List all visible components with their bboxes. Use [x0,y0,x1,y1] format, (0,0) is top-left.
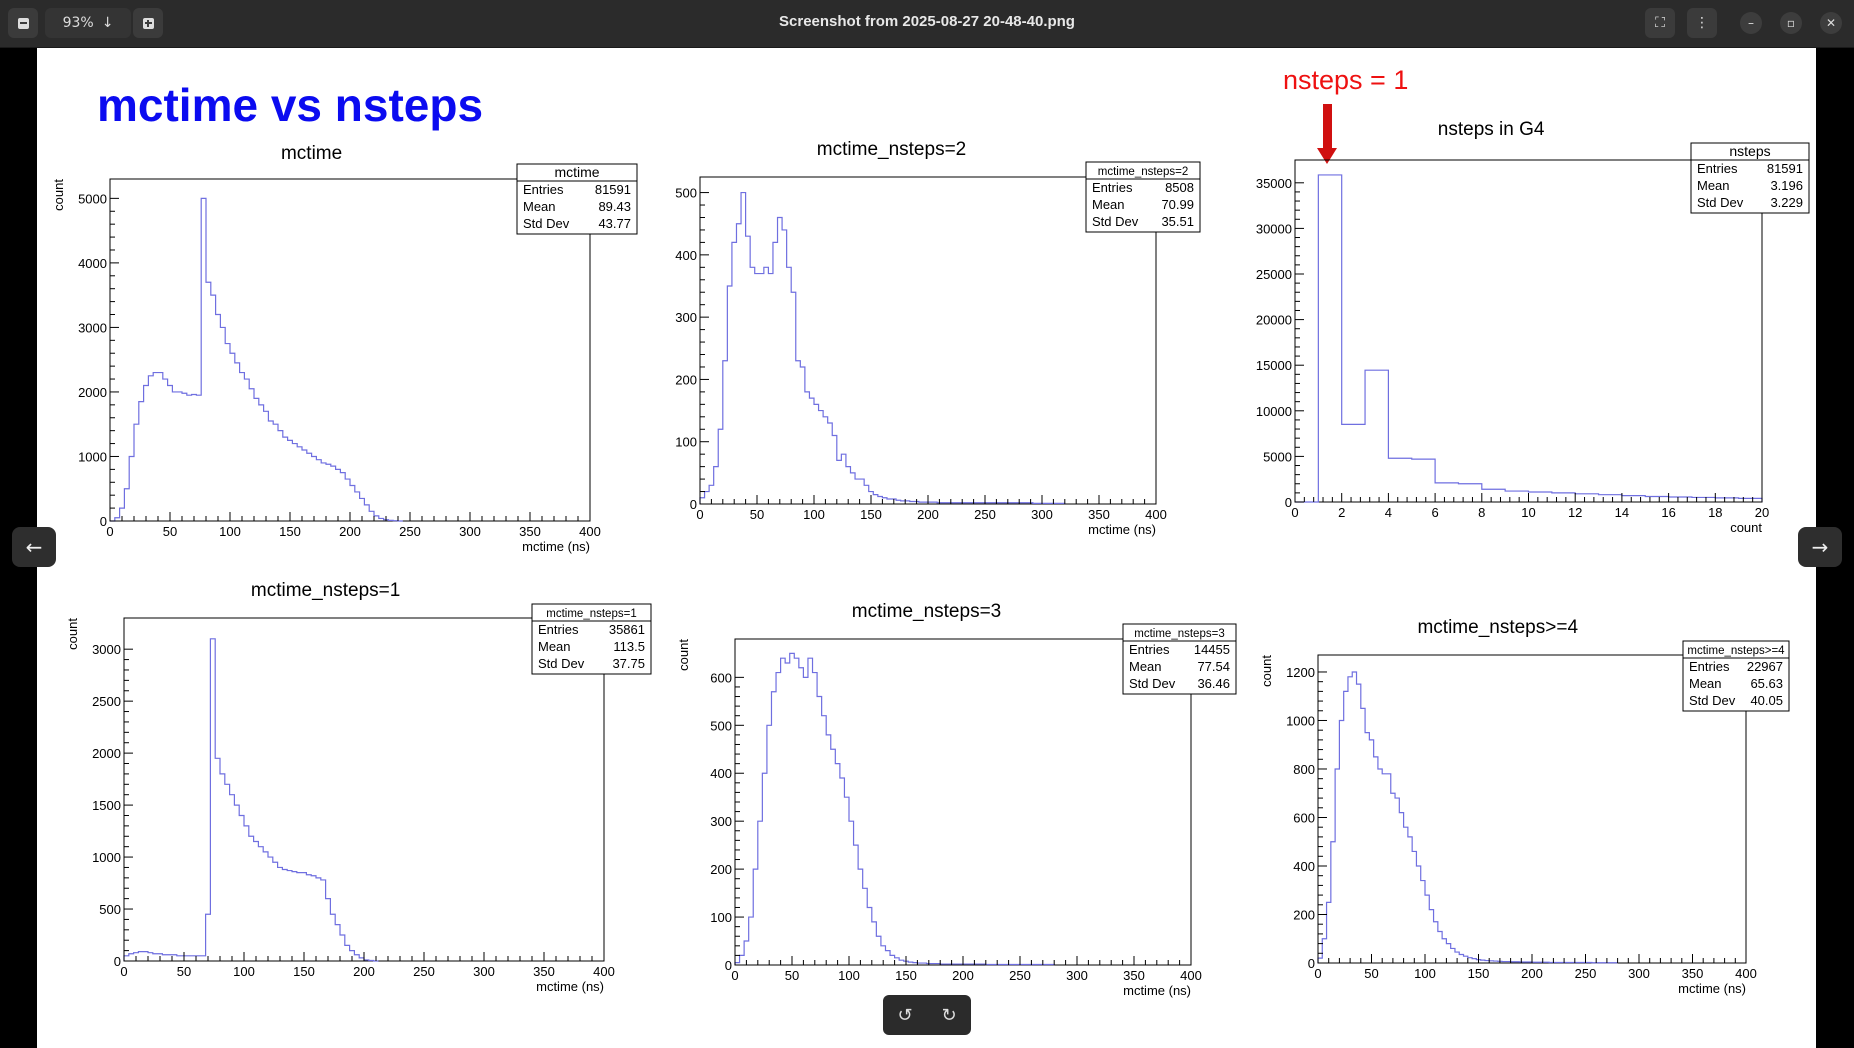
rotate-right-button[interactable]: ↻ [941,1005,956,1026]
close-button[interactable]: ✕ [1820,12,1842,34]
rotate-left-icon: ↺ [897,1004,913,1026]
zoom-menu-button[interactable]: 93% ↓ [45,8,131,38]
maximize-button[interactable]: ▫ [1780,12,1802,34]
minus-icon [17,17,29,29]
fullscreen-icon: ⛶ [1655,15,1665,31]
zoom-out-button[interactable] [8,8,38,38]
arrow-right-icon: → [1811,535,1829,559]
fullscreen-button[interactable]: ⛶ [1645,8,1675,38]
close-icon: ✕ [1825,16,1837,30]
image-canvas [37,48,1816,1048]
rotate-left-button[interactable]: ↺ [897,1005,912,1026]
zoom-level: 93% [62,15,94,31]
main-menu-button[interactable]: ⋮ [1687,8,1717,38]
arrow-left-icon: ← [25,535,43,559]
annotation-arrow-head [1317,148,1337,164]
window-title: Screenshot from 2025-08-27 20-48-40.png [779,13,1075,30]
rotate-right-icon: ↻ [941,1004,957,1026]
slide-title: mctime vs nsteps [97,79,484,131]
previous-image-button[interactable]: ← [12,527,56,567]
minimize-button[interactable]: – [1740,12,1762,34]
maximize-icon: ▫ [1786,16,1796,30]
minimize-icon: – [1748,16,1754,30]
plus-icon [142,17,154,29]
title-bar: 93% ↓ Screenshot from 2025-08-27 20-48-4… [0,0,1854,48]
rotate-toolbar: ↺ ↻ [883,995,971,1035]
annotation-arrow-shaft [1323,104,1332,150]
next-image-button[interactable]: → [1798,527,1842,567]
nsteps-annotation: nsteps = 1 [1283,65,1409,95]
kebab-menu-icon: ⋮ [1695,15,1709,31]
zoom-in-button[interactable] [133,8,163,38]
arrow-down-icon: ↓ [101,15,114,31]
